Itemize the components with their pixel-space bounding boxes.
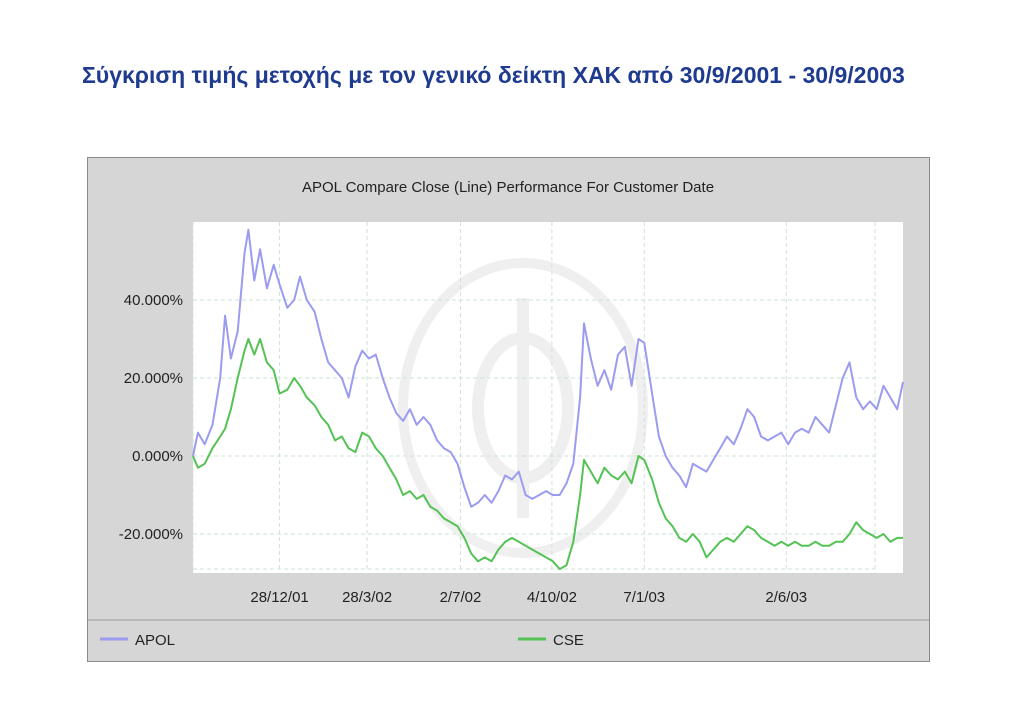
chart-title: APOL Compare Close (Line) Performance Fo… bbox=[302, 179, 714, 196]
x-tick-label: 28/3/02 bbox=[342, 589, 392, 606]
series-line-cse bbox=[192, 338, 903, 571]
y-tick-label: 20.000% bbox=[124, 370, 183, 387]
x-tick-label: 2/7/02 bbox=[440, 589, 482, 606]
legend-label: APOL bbox=[135, 632, 175, 649]
x-tick-label: 28/12/01 bbox=[250, 589, 308, 606]
x-tick-label: 4/10/02 bbox=[527, 589, 577, 606]
chart-svg: APOL Compare Close (Line) Performance Fo… bbox=[88, 179, 929, 649]
plot-area bbox=[193, 222, 903, 573]
y-tick-label: 40.000% bbox=[124, 292, 183, 309]
grid bbox=[192, 222, 876, 573]
page-title: Σύγκριση τιμής μετοχής με τον γενικό δεί… bbox=[82, 62, 905, 88]
x-axis-ticks: 28/12/01 28/3/02 2/7/02 4/10/02 7/1/03 2/6/03 bbox=[250, 589, 807, 606]
series-line-apol bbox=[192, 228, 904, 508]
series-lines bbox=[192, 228, 904, 571]
chart-frame: APOL Compare Close (Line) Performance Fo… bbox=[87, 157, 930, 662]
x-tick-label: 7/1/03 bbox=[623, 589, 665, 606]
x-tick-label: 2/6/03 bbox=[765, 589, 807, 606]
y-axis-ticks: 40.000% 20.000% 0.000% -20.000% bbox=[119, 292, 183, 543]
y-tick-label: 0.000% bbox=[132, 448, 183, 465]
y-tick-label: -20.000% bbox=[119, 526, 183, 543]
logo-watermark-icon bbox=[398, 258, 648, 558]
legend-label: CSE bbox=[553, 632, 584, 649]
legend: APOL CSE bbox=[100, 632, 584, 649]
